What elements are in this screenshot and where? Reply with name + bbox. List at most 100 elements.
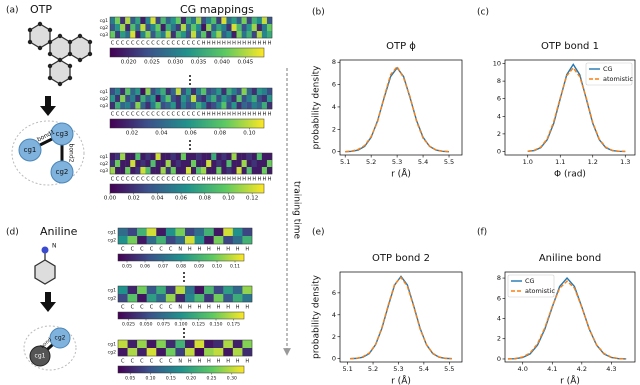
colorbar-tick-label: 0.020: [121, 60, 137, 66]
atom-label: H: [197, 247, 201, 253]
heatmap-cell: [241, 17, 247, 25]
atom-label: C: [116, 41, 120, 47]
heatmap-cell: [241, 88, 247, 96]
heatmap-cell: [180, 167, 187, 175]
heatmap-cell: [226, 153, 232, 161]
heatmap-cell: [145, 160, 151, 168]
y-tick-label: 4: [497, 315, 501, 323]
x-tick-label: 4.0: [518, 365, 528, 373]
heatmap-cell: [185, 228, 195, 237]
heatmap-cell: [251, 31, 258, 39]
heatmap-cell: [110, 153, 116, 161]
heatmap-cell: [180, 95, 187, 103]
y-tick-label: 2: [497, 335, 501, 343]
heatmap-cell: [130, 31, 136, 39]
plot-frame: [339, 59, 463, 156]
heatmap-cell: [125, 24, 131, 32]
panel-label: (f): [477, 228, 487, 238]
x-tick-label: 5.1: [342, 365, 352, 373]
heatmap-cell: [125, 88, 131, 96]
heatmap-cell: [170, 31, 177, 39]
heatmap-cell: [150, 17, 156, 25]
heatmap-cell: [221, 153, 227, 161]
atom-label: C: [159, 359, 163, 365]
heatmap-cell: [140, 88, 146, 96]
heatmap-cell: [232, 228, 243, 237]
heatmap-cell: [216, 167, 222, 175]
series-line: [507, 280, 627, 360]
heatmap-cell: [120, 17, 126, 25]
y-tick-label: 0: [497, 147, 501, 155]
heatmap-cell: [226, 167, 232, 175]
heatmap-cell: [261, 160, 268, 168]
heatmap-cell: [251, 88, 258, 96]
atom-label: H: [217, 41, 221, 47]
bead-label: cg2: [56, 168, 69, 176]
colorbar-tick-label: 0.150: [210, 322, 223, 328]
colorbar-tick-label: 0.06: [140, 264, 150, 270]
atom-label: C: [187, 112, 191, 118]
atom-label: C: [172, 177, 176, 183]
heatmap-cell: [118, 294, 128, 303]
series-line: [350, 275, 452, 360]
atom-label: C: [150, 305, 154, 311]
heatmap-cell: [226, 95, 232, 103]
heatmap-cell: [185, 102, 192, 110]
chart-title: OTP ϕ: [386, 41, 416, 52]
heatmap-cell: [170, 95, 177, 103]
atom-label: H: [257, 112, 261, 118]
atom-label: H: [252, 112, 256, 118]
atom-label: C: [111, 177, 115, 183]
heatmap-cell: [170, 153, 177, 161]
heatmap-cell: [145, 102, 151, 110]
atom-label: C: [172, 41, 176, 47]
heatmap-cell: [130, 88, 136, 96]
heatmap-cell: [140, 17, 146, 25]
section-title: CG mappings: [180, 3, 254, 16]
heatmap-cell: [165, 228, 176, 237]
atom-label: H: [202, 112, 206, 118]
atom-label: H: [245, 305, 249, 311]
atom-label: C: [121, 112, 125, 118]
heatmap-cell: [191, 160, 197, 168]
heatmap-cell: [216, 31, 222, 39]
heatmap-cell: [266, 88, 273, 96]
atom-label: C: [182, 112, 186, 118]
heatmap-cell: [146, 340, 157, 349]
plot-frame: [504, 59, 636, 156]
heatmap-cell: [213, 286, 224, 295]
heatmap-cell: [165, 340, 176, 349]
heatmap-cell: [115, 160, 121, 168]
heatmap-cell: [165, 294, 176, 303]
heatmap-cell: [156, 286, 167, 295]
heatmap-cell: [110, 160, 116, 168]
heatmap-cell: [213, 228, 224, 237]
heatmap-cell: [185, 95, 192, 103]
atom-label: C: [146, 177, 150, 183]
colorbar-tick-label: 0.05: [125, 376, 135, 382]
heatmap-cell: [251, 153, 258, 161]
heatmap-frame: [117, 285, 253, 303]
heatmap-cell: [231, 88, 237, 96]
atom-label: H: [212, 41, 216, 47]
heatmap-cell: [170, 160, 177, 168]
heatmap-cell: [211, 31, 217, 39]
heatmap-cell: [256, 17, 263, 25]
atom-label: C: [146, 112, 150, 118]
colorbar-tick-label: 0.08: [176, 264, 186, 270]
down-arrow: [40, 292, 56, 312]
x-axis-label: r (Å): [391, 375, 411, 385]
heatmap-cell: [185, 160, 192, 168]
atom-label: H: [245, 247, 249, 253]
heatmap-cell: [185, 167, 192, 175]
heatmap-cell: [221, 31, 227, 39]
atom-label: C: [159, 305, 163, 311]
heatmap-cell: [155, 24, 161, 32]
heatmap-cell: [185, 340, 195, 349]
heatmap-cell: [246, 160, 252, 168]
heatmap-cell: [231, 153, 237, 161]
heatmap-cell: [180, 88, 187, 96]
heatmap-cell: [127, 348, 138, 357]
legend-label: CG: [525, 277, 535, 285]
bead-label: cg2: [55, 335, 66, 342]
